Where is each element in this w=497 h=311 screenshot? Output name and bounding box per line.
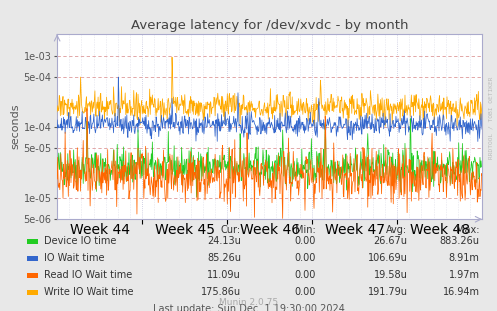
Text: 0.00: 0.00 <box>294 287 316 297</box>
Text: 24.13u: 24.13u <box>207 236 241 246</box>
Text: Munin 2.0.75: Munin 2.0.75 <box>219 298 278 307</box>
Text: 26.67u: 26.67u <box>374 236 408 246</box>
Y-axis label: seconds: seconds <box>11 104 21 150</box>
Text: 16.94m: 16.94m <box>443 287 480 297</box>
Title: Average latency for /dev/xvdc - by month: Average latency for /dev/xvdc - by month <box>131 19 409 32</box>
Text: Device IO time: Device IO time <box>44 236 116 246</box>
Text: Write IO Wait time: Write IO Wait time <box>44 287 133 297</box>
Text: 883.26u: 883.26u <box>440 236 480 246</box>
Text: 0.00: 0.00 <box>294 270 316 280</box>
Text: Read IO Wait time: Read IO Wait time <box>44 270 132 280</box>
Text: 191.79u: 191.79u <box>368 287 408 297</box>
Text: IO Wait time: IO Wait time <box>44 253 104 263</box>
Text: Avg:: Avg: <box>386 225 408 235</box>
Text: Last update: Sun Dec  1 19:30:00 2024: Last update: Sun Dec 1 19:30:00 2024 <box>153 304 344 311</box>
Text: 0.00: 0.00 <box>294 253 316 263</box>
Text: RRDTOOL / TOBI OETIKER: RRDTOOL / TOBI OETIKER <box>488 77 493 160</box>
Text: 106.69u: 106.69u <box>368 253 408 263</box>
Text: 1.97m: 1.97m <box>449 270 480 280</box>
Text: 0.00: 0.00 <box>294 236 316 246</box>
Text: 175.86u: 175.86u <box>201 287 241 297</box>
Text: Min:: Min: <box>295 225 316 235</box>
Text: Max:: Max: <box>456 225 480 235</box>
Text: 8.91m: 8.91m <box>449 253 480 263</box>
Text: 11.09u: 11.09u <box>207 270 241 280</box>
Text: 19.58u: 19.58u <box>374 270 408 280</box>
Text: 85.26u: 85.26u <box>207 253 241 263</box>
Text: Cur:: Cur: <box>221 225 241 235</box>
